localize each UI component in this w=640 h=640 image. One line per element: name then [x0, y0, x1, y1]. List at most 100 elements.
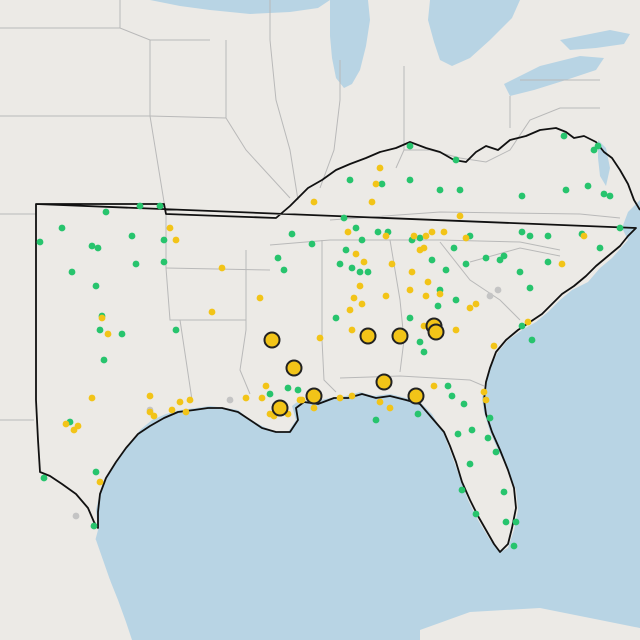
- green-dot-marker[interactable]: [428, 256, 436, 264]
- yellow-dot-marker[interactable]: [376, 398, 384, 406]
- yellow-dot-marker[interactable]: [440, 228, 448, 236]
- green-dot-marker[interactable]: [96, 326, 104, 334]
- yellow-dot-marker[interactable]: [186, 396, 194, 404]
- yellow-dot-marker[interactable]: [466, 304, 474, 312]
- green-dot-marker[interactable]: [288, 230, 296, 238]
- yellow-dot-marker[interactable]: [356, 282, 364, 290]
- green-dot-marker[interactable]: [280, 266, 288, 274]
- green-dot-marker[interactable]: [92, 468, 100, 476]
- green-dot-marker[interactable]: [308, 240, 316, 248]
- yellow-dot-marker[interactable]: [96, 478, 104, 486]
- green-dot-marker[interactable]: [486, 414, 494, 422]
- yellow-dot-marker[interactable]: [208, 308, 216, 316]
- gray-dot-marker[interactable]: [226, 396, 234, 404]
- yellow-dot-marker[interactable]: [350, 294, 358, 302]
- yellow-dot-marker[interactable]: [62, 420, 70, 428]
- yellow-dot-marker[interactable]: [310, 404, 318, 412]
- green-dot-marker[interactable]: [266, 390, 274, 398]
- green-dot-marker[interactable]: [420, 348, 428, 356]
- yellow-dot-marker[interactable]: [218, 264, 226, 272]
- yellow-dot-marker[interactable]: [472, 300, 480, 308]
- yellow-dot-marker[interactable]: [336, 394, 344, 402]
- yellow-dot-marker[interactable]: [348, 326, 356, 334]
- green-dot-marker[interactable]: [342, 246, 350, 254]
- yellow-dot-marker[interactable]: [256, 294, 264, 302]
- large-yellow-marker[interactable]: [271, 399, 289, 417]
- yellow-dot-marker[interactable]: [482, 396, 490, 404]
- yellow-dot-marker[interactable]: [262, 382, 270, 390]
- large-yellow-marker[interactable]: [375, 373, 393, 391]
- green-dot-marker[interactable]: [460, 400, 468, 408]
- green-dot-marker[interactable]: [472, 510, 480, 518]
- yellow-dot-marker[interactable]: [376, 164, 384, 172]
- green-dot-marker[interactable]: [594, 142, 602, 150]
- green-dot-marker[interactable]: [456, 186, 464, 194]
- large-yellow-marker[interactable]: [407, 387, 425, 405]
- yellow-dot-marker[interactable]: [452, 326, 460, 334]
- yellow-dot-marker[interactable]: [424, 278, 432, 286]
- large-yellow-marker[interactable]: [391, 327, 409, 345]
- yellow-dot-marker[interactable]: [242, 394, 250, 402]
- yellow-dot-marker[interactable]: [344, 228, 352, 236]
- green-dot-marker[interactable]: [364, 268, 372, 276]
- green-dot-marker[interactable]: [606, 192, 614, 200]
- green-dot-marker[interactable]: [40, 474, 48, 482]
- yellow-dot-marker[interactable]: [146, 392, 154, 400]
- green-dot-marker[interactable]: [492, 448, 500, 456]
- green-dot-marker[interactable]: [88, 242, 96, 250]
- large-yellow-marker[interactable]: [263, 331, 281, 349]
- yellow-dot-marker[interactable]: [172, 236, 180, 244]
- yellow-dot-marker[interactable]: [410, 232, 418, 240]
- yellow-dot-marker[interactable]: [416, 246, 424, 254]
- yellow-dot-marker[interactable]: [348, 392, 356, 400]
- green-dot-marker[interactable]: [466, 460, 474, 468]
- green-dot-marker[interactable]: [616, 224, 624, 232]
- green-dot-marker[interactable]: [452, 296, 460, 304]
- green-dot-marker[interactable]: [518, 322, 526, 330]
- green-dot-marker[interactable]: [36, 238, 44, 246]
- yellow-dot-marker[interactable]: [358, 300, 366, 308]
- green-dot-marker[interactable]: [544, 232, 552, 240]
- yellow-dot-marker[interactable]: [480, 388, 488, 396]
- yellow-dot-marker[interactable]: [490, 342, 498, 350]
- green-dot-marker[interactable]: [172, 326, 180, 334]
- green-dot-marker[interactable]: [358, 236, 366, 244]
- green-dot-marker[interactable]: [584, 182, 592, 190]
- green-dot-marker[interactable]: [560, 132, 568, 140]
- yellow-dot-marker[interactable]: [168, 406, 176, 414]
- yellow-dot-marker[interactable]: [258, 394, 266, 402]
- yellow-dot-marker[interactable]: [368, 198, 376, 206]
- yellow-dot-marker[interactable]: [382, 292, 390, 300]
- green-dot-marker[interactable]: [482, 254, 490, 262]
- green-dot-marker[interactable]: [406, 314, 414, 322]
- green-dot-marker[interactable]: [462, 260, 470, 268]
- green-dot-marker[interactable]: [90, 522, 98, 530]
- green-dot-marker[interactable]: [378, 180, 386, 188]
- green-dot-marker[interactable]: [372, 416, 380, 424]
- yellow-dot-marker[interactable]: [352, 250, 360, 258]
- yellow-dot-marker[interactable]: [182, 408, 190, 416]
- green-dot-marker[interactable]: [128, 232, 136, 240]
- green-dot-marker[interactable]: [502, 518, 510, 526]
- green-dot-marker[interactable]: [406, 176, 414, 184]
- green-dot-marker[interactable]: [58, 224, 66, 232]
- green-dot-marker[interactable]: [356, 268, 364, 276]
- yellow-dot-marker[interactable]: [176, 398, 184, 406]
- yellow-dot-marker[interactable]: [104, 330, 112, 338]
- green-dot-marker[interactable]: [512, 518, 520, 526]
- yellow-dot-marker[interactable]: [296, 396, 304, 404]
- green-dot-marker[interactable]: [94, 244, 102, 252]
- green-dot-marker[interactable]: [444, 382, 452, 390]
- green-dot-marker[interactable]: [468, 426, 476, 434]
- green-dot-marker[interactable]: [156, 202, 164, 210]
- large-yellow-marker[interactable]: [305, 387, 323, 405]
- green-dot-marker[interactable]: [336, 260, 344, 268]
- yellow-dot-marker[interactable]: [422, 292, 430, 300]
- green-dot-marker[interactable]: [518, 228, 526, 236]
- yellow-dot-marker[interactable]: [346, 306, 354, 314]
- green-dot-marker[interactable]: [526, 232, 534, 240]
- green-dot-marker[interactable]: [416, 338, 424, 346]
- green-dot-marker[interactable]: [374, 228, 382, 236]
